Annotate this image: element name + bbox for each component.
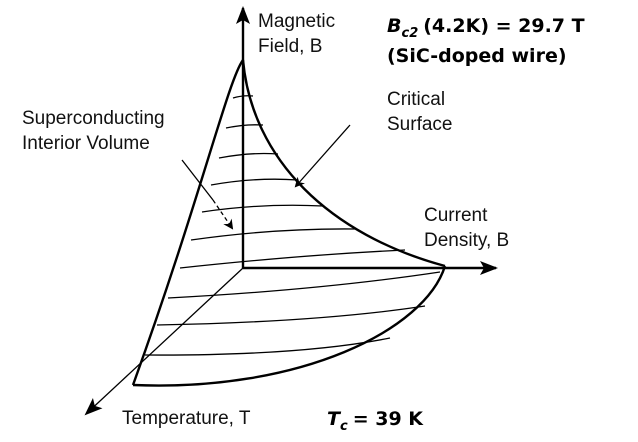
- contour: [156, 305, 426, 326]
- surface-edge: [131, 59, 244, 386]
- pointer-arrow: [294, 124, 351, 188]
- contour: [232, 95, 254, 99]
- critical-surface-shape: [131, 59, 447, 387]
- contour: [201, 204, 324, 213]
- bc2-label: Bc2 (4.2K) = 29.7 T: [387, 15, 585, 41]
- contour: [218, 152, 279, 159]
- temperature-axis: [84, 267, 244, 416]
- sample-label: (SiC-doped wire): [387, 45, 567, 67]
- pointer-arrow: [212, 199, 234, 230]
- contour: [167, 271, 441, 299]
- surface-edge: [132, 265, 447, 387]
- axis-label: Density, B: [424, 230, 509, 251]
- contour: [210, 178, 299, 186]
- tc-label: Tc = 39 K: [327, 408, 424, 434]
- symbol: T: [327, 408, 342, 430]
- subscript: c: [340, 419, 348, 434]
- symbol: B: [387, 15, 401, 37]
- annotation: Surface: [387, 114, 452, 135]
- annotation: Critical: [387, 89, 445, 110]
- surface-edge: [241, 59, 446, 268]
- subscript: c2: [401, 26, 418, 41]
- value-text: (4.2K) = 29.7 T: [423, 15, 584, 37]
- contour: [179, 249, 406, 269]
- pointer-arrow: [181, 159, 214, 201]
- axis-label: Temperature, T: [122, 408, 251, 429]
- annotation: Superconducting: [22, 108, 165, 129]
- value-text: = 39 K: [353, 408, 425, 430]
- contour: [144, 337, 391, 356]
- axes: [84, 6, 498, 416]
- contour: [225, 124, 264, 129]
- axis-label: Field, B: [258, 36, 322, 57]
- contour: [190, 228, 358, 241]
- annotation: Interior Volume: [22, 133, 150, 154]
- axis-label: Current: [424, 205, 488, 226]
- axis-label: Magnetic: [258, 11, 335, 32]
